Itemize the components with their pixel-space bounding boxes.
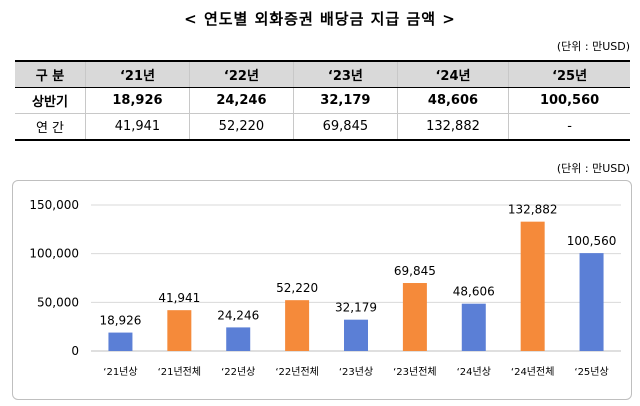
header-cell: ‘24년 — [397, 60, 510, 88]
data-label: 32,179 — [335, 301, 377, 315]
table-cell: 24,246 — [189, 87, 294, 114]
header-cell: 구 분 — [15, 60, 86, 88]
table-cell: 18,926 — [85, 87, 190, 114]
table-cell: 41,941 — [85, 113, 190, 141]
data-label: 132,882 — [508, 203, 558, 217]
header-cell: ‘21년 — [85, 60, 190, 88]
table-header-row: 구 분 ‘21년 ‘22년 ‘23년 ‘24년 ‘25년 — [15, 60, 630, 88]
table-row: 연 간 41,941 52,220 69,845 132,882 - — [15, 113, 630, 141]
bar — [344, 319, 368, 351]
x-tick-label: ‘24년상 — [457, 366, 491, 378]
header-cell: ‘23년 — [293, 60, 398, 88]
x-tick-label: ‘22년상 — [221, 366, 255, 378]
x-tick-label: ‘24년전체 — [511, 366, 555, 378]
table-row: 상반기 18,926 24,246 32,179 48,606 100,560 — [15, 87, 630, 114]
bar — [461, 303, 486, 351]
y-tick-label: 0 — [71, 344, 79, 358]
x-tick-label: ‘21년상 — [103, 366, 137, 378]
x-tick-label: ‘23년상 — [339, 366, 373, 378]
chart-unit-label: (단위 : 만USD) — [556, 162, 630, 175]
chart-frame: 0 50,000 100,000 150,000 18,926 ‘21년상 41,941 ‘2… — [12, 180, 632, 400]
y-tick-label: 150,000 — [29, 198, 79, 212]
dividend-table: 구 분 ‘21년 ‘22년 ‘23년 ‘24년 ‘25년 상반기 18,926 … — [15, 60, 630, 141]
bar-chart: 0 50,000 100,000 150,000 18,926 ‘21년상 41,941 ‘2… — [29, 198, 621, 378]
x-tick-label: ‘23년전체 — [393, 366, 437, 378]
page-title: < 연도별 외화증권 배당금 지급 금액 > — [184, 10, 456, 28]
table-cell: 132,882 — [397, 113, 510, 141]
table-unit-label: (단위 : 만USD) — [556, 40, 630, 53]
data-label: 48,606 — [453, 285, 495, 299]
bar — [226, 327, 251, 351]
table-cell: - — [508, 113, 630, 141]
bar — [285, 300, 310, 351]
bar — [108, 332, 133, 351]
header-cell: ‘25년 — [508, 60, 630, 88]
header-cell: ‘22년 — [189, 60, 294, 88]
table-cell: 48,606 — [397, 87, 510, 114]
x-tick-label: ‘25년상 — [574, 366, 608, 378]
y-tick-label: 100,000 — [29, 247, 79, 261]
data-label: 18,926 — [99, 314, 141, 328]
table-cell: 100,560 — [508, 87, 630, 114]
y-tick-label: 50,000 — [37, 295, 79, 309]
row-label: 연 간 — [15, 113, 86, 141]
x-tick-label: ‘21년전체 — [158, 366, 202, 378]
table-cell: 32,179 — [293, 87, 398, 114]
table-cell: 69,845 — [293, 113, 398, 141]
bar — [167, 310, 192, 351]
data-label: 52,220 — [276, 281, 318, 295]
data-label: 41,941 — [158, 291, 200, 305]
bar — [579, 253, 604, 351]
bar — [520, 221, 545, 351]
data-label: 69,845 — [394, 264, 436, 278]
bar — [402, 283, 427, 351]
data-label: 100,560 — [567, 234, 617, 248]
row-label: 상반기 — [15, 87, 86, 114]
x-tick-label: ‘22년전체 — [275, 366, 319, 378]
table-cell: 52,220 — [189, 113, 294, 141]
data-label: 24,246 — [217, 308, 259, 322]
